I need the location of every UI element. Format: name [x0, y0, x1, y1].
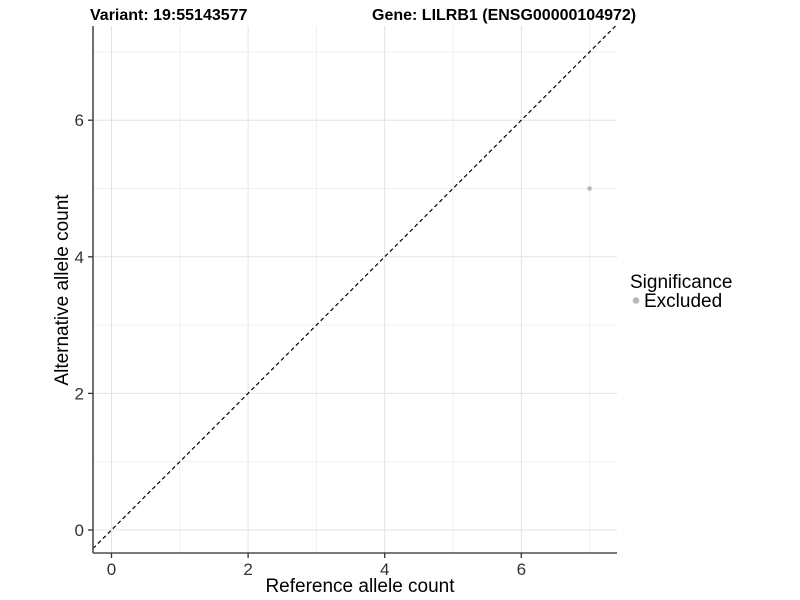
major-gridlines — [93, 26, 617, 553]
legend-swatch-excluded — [632, 297, 640, 304]
axis-lines — [92, 26, 617, 554]
y-axis-title: Alternative allele count — [52, 194, 73, 386]
plot-title-variant: Variant: 19:55143577 — [90, 7, 248, 24]
data-points — [587, 186, 592, 191]
y-tick-label: 6 — [75, 111, 84, 130]
x-tick-label: 4 — [380, 560, 389, 579]
tick-marks — [88, 119, 522, 558]
minor-gridlines — [93, 26, 617, 553]
data-point — [587, 186, 592, 191]
x-tick-label: 6 — [517, 560, 526, 579]
y-tick-label: 0 — [75, 521, 84, 540]
tick-labels: 0 2 4 6 0 2 4 6 — [75, 111, 527, 579]
identity-line-group — [92, 25, 616, 549]
identity-line — [92, 25, 616, 549]
x-tick-label: 0 — [107, 560, 116, 579]
y-tick-label: 4 — [75, 248, 84, 267]
plot-title-gene: Gene: LILRB1 (ENSG00000104972) — [372, 7, 636, 24]
y-tick-label: 2 — [75, 384, 84, 403]
legend-label-excluded: Excluded — [644, 291, 722, 312]
legend-title: Significance — [630, 272, 732, 293]
legend: Significance Excluded — [630, 272, 732, 312]
x-tick-label: 2 — [243, 560, 252, 579]
x-axis-title: Reference allele count — [265, 576, 455, 597]
